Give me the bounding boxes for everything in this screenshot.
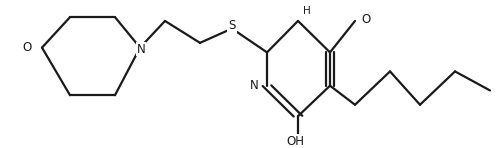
Text: H: H [303, 6, 311, 16]
Text: S: S [228, 19, 236, 32]
Text: N: N [136, 42, 145, 56]
Text: O: O [22, 41, 32, 54]
Text: OH: OH [287, 135, 305, 148]
Text: N: N [250, 79, 259, 92]
Text: O: O [361, 13, 371, 26]
